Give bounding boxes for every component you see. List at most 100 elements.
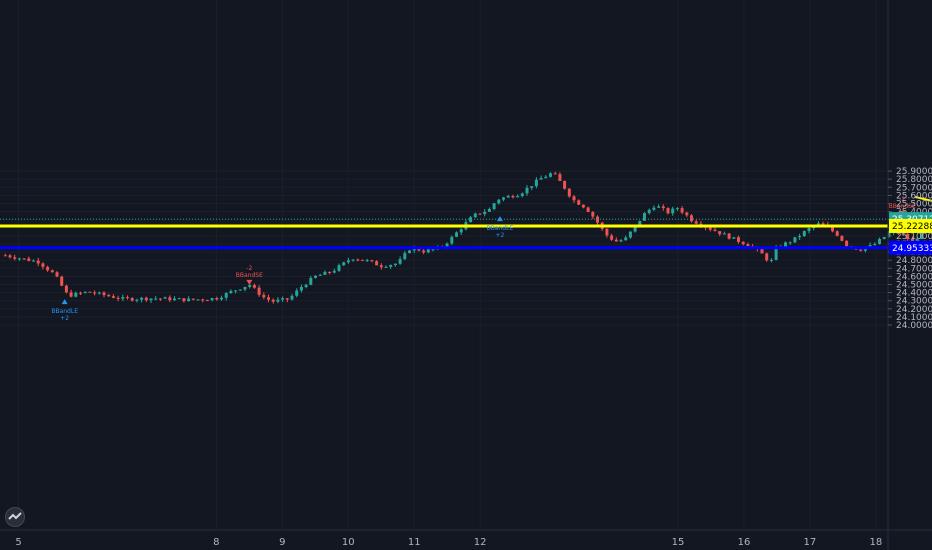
candle-up [788,242,792,244]
candle-up [229,291,233,294]
candle-up [516,196,520,198]
candle-down [285,298,289,300]
candle-down [690,215,694,222]
candle-up [469,217,473,223]
candle-up [534,179,538,187]
candle-up [549,173,553,177]
candle-down [252,285,256,288]
candle-up [920,229,924,239]
candle-down [577,200,581,205]
candle-up [431,249,435,251]
candle-down [93,292,97,294]
candle-up [393,263,397,266]
y-tick-label: 24.50000 [896,281,932,291]
candle-down [680,208,684,213]
x-tick-label: 15 [672,537,685,548]
candle-up [878,238,882,244]
candle-up [732,237,736,239]
long-entry-arrow-icon [496,216,503,222]
candle-down [257,287,261,295]
candle-up [473,213,477,218]
candle-up [83,291,87,293]
y-tick-label: 25.80000 [896,175,932,185]
candle-up [121,297,125,299]
y-tick-label: 25.10000 [896,232,932,242]
candle-down [13,257,17,259]
candle-up [769,259,773,261]
candle-down [111,296,115,298]
candle-down [567,188,571,197]
candle-up [675,208,679,210]
candle-down [46,266,50,271]
grid-lines [0,0,932,530]
candle-down [205,300,209,302]
x-tick-label: 17 [804,537,817,548]
annotation-label: BBandLE [487,225,514,232]
x-tick-label: 8 [213,537,219,548]
x-tick-label: 5 [15,537,21,548]
candle-down [591,211,595,217]
candle-down [69,292,73,297]
candle-up [17,258,21,260]
candle-up [389,265,393,267]
candle-down [201,299,205,301]
candle-down [605,228,609,236]
candle-down [168,297,172,301]
candle-up [657,206,661,208]
y-tick-label: 24.30000 [896,297,932,307]
candle-down [901,233,905,235]
candle-up [220,297,224,300]
candle-down [379,265,383,268]
candle-down [581,204,585,208]
candle-up [450,236,454,244]
candle-up [624,237,628,241]
candle-down [64,285,68,293]
annotation-label: BBandSE [889,203,916,210]
level-price-badge-text: 25.22288 [892,222,932,232]
candle-down [130,298,134,301]
candle-down [741,241,745,245]
candle-up [342,262,346,266]
tradingview-logo-icon[interactable] [5,507,25,527]
candle-down [422,250,426,253]
candle-up [628,231,632,238]
candle-down [563,180,567,189]
x-tick-label: 10 [342,537,355,548]
candle-down [685,212,689,216]
candle-down [36,260,40,264]
candle-down [267,297,271,300]
candle-up [784,242,788,247]
x-tick-label: 16 [738,537,751,548]
level-price-badge [889,218,932,233]
x-tick-label: 12 [474,537,487,548]
candle-up [351,259,355,261]
candle-down [27,258,31,261]
candle-up [671,208,675,214]
candle-up [873,243,877,246]
candle-up [398,259,402,264]
annotation-label: BBandSE [236,272,263,279]
candle-up [318,274,322,276]
candle-up [403,253,407,260]
candle-up [290,295,294,300]
candle-up [210,298,214,301]
candle-up [234,290,238,292]
y-tick-label: 24.40000 [896,289,932,299]
candle-down [610,235,614,240]
candle-up [173,298,177,301]
annotation-count: +2 [496,232,505,239]
drawing-overlays [0,196,932,250]
strategy-annotations: BBandLE+2BBandSE-2BBandLE+2BBandSE-2BBan… [51,196,916,322]
candle-down [760,248,764,254]
long-entry-arrow-icon [61,299,68,305]
candle-up [97,292,101,294]
candle-up [807,228,811,232]
candle-down [821,223,825,225]
candle-up [530,186,534,188]
candle-down [182,298,186,302]
candle-up [346,260,350,263]
candle-up [163,297,167,299]
candle-down [60,276,64,286]
candle-down [718,231,722,235]
